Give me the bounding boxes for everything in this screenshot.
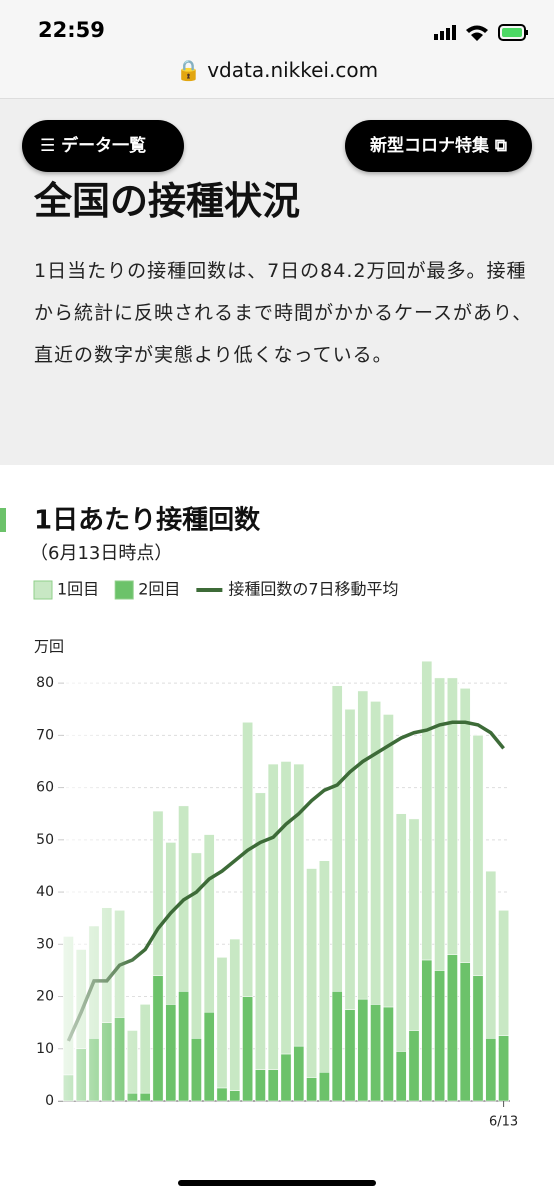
- bar: [344, 1009, 356, 1102]
- bar: [306, 868, 317, 1078]
- bar: [357, 998, 369, 1102]
- legend-label: 接種回数の7日移動平均: [228, 580, 398, 599]
- url-text: vdata.nikkei.com: [207, 58, 379, 82]
- bar: [203, 834, 215, 1013]
- article-title: 全国の接種状況: [34, 179, 301, 223]
- bar: [357, 690, 369, 1000]
- bar: [331, 685, 343, 992]
- bar: [152, 975, 164, 1102]
- bar: [421, 959, 433, 1102]
- status-icons: [434, 24, 528, 41]
- bar: [459, 688, 471, 963]
- bar: [498, 910, 509, 1036]
- y-tick-label: 50: [36, 832, 54, 848]
- bar: [408, 818, 420, 1031]
- y-tick-label: 30: [36, 936, 54, 952]
- legend-label: 1回目: [57, 580, 99, 599]
- bar: [421, 660, 433, 961]
- bar: [191, 1038, 202, 1102]
- legend-swatch: [114, 580, 134, 600]
- fade-overlay: [54, 657, 144, 1101]
- article-body: 1日当たりの接種回数は、7日の84.2万回が最多。接種から統計に反映されるまで時…: [34, 260, 533, 366]
- bar: [280, 761, 292, 1055]
- bar: [434, 970, 445, 1102]
- bar: [255, 792, 266, 1070]
- bar: [229, 1090, 241, 1102]
- bar: [319, 1072, 330, 1102]
- y-tick-label: 20: [36, 989, 54, 1005]
- bar: [344, 708, 356, 1010]
- bar: [370, 701, 381, 1005]
- bar: [191, 852, 202, 1039]
- y-tick-label: 40: [36, 884, 54, 900]
- feature-label: 新型コロナ特集: [369, 136, 489, 156]
- bar: [242, 722, 253, 997]
- bar: [216, 957, 228, 1089]
- bar: [447, 954, 458, 1102]
- bar: [216, 1087, 228, 1102]
- bar: [485, 870, 497, 1039]
- y-tick-label: 0: [45, 1093, 54, 1109]
- y-tick-label: 80: [36, 675, 54, 691]
- bar: [229, 938, 241, 1091]
- bar: [203, 1011, 215, 1102]
- bar: [280, 1053, 292, 1102]
- legend-label: 2回目: [138, 580, 180, 599]
- bar: [383, 1006, 394, 1102]
- bar: [165, 842, 177, 1005]
- bar: [459, 962, 471, 1102]
- menu-button[interactable]: ☰ データ一覧: [22, 120, 184, 172]
- bar: [306, 1077, 317, 1102]
- y-axis-label: 万回: [34, 638, 64, 656]
- browser-bar: [0, 0, 554, 99]
- home-indicator: [178, 1180, 376, 1186]
- bar: [395, 1051, 407, 1102]
- y-tick-label: 10: [36, 1041, 54, 1057]
- bar: [472, 735, 484, 976]
- feature-button[interactable]: 新型コロナ特集 ⧉: [345, 120, 532, 172]
- url[interactable]: 🔒 vdata.nikkei.com: [175, 58, 379, 82]
- bar: [293, 1045, 305, 1102]
- bar: [447, 677, 458, 955]
- y-tick-label: 60: [36, 780, 54, 796]
- bar: [178, 991, 189, 1102]
- legend-swatch: [33, 580, 53, 600]
- bar: [255, 1069, 266, 1102]
- bar: [267, 1069, 279, 1102]
- bar: [485, 1038, 497, 1102]
- bar: [370, 1004, 381, 1102]
- bar: [472, 975, 484, 1102]
- bar: [152, 810, 164, 976]
- bar: [267, 763, 279, 1070]
- clock: 22:59: [38, 18, 105, 42]
- bar: [293, 763, 305, 1047]
- chart-title: 1日あたり接種回数: [34, 506, 261, 536]
- bar: [242, 996, 253, 1102]
- bar: [383, 714, 394, 1008]
- bar: [434, 677, 445, 971]
- bar: [395, 813, 407, 1052]
- bar: [165, 1004, 177, 1102]
- menu-label: データ一覧: [61, 136, 147, 156]
- section-marker: [0, 508, 6, 532]
- bar: [408, 1030, 420, 1102]
- chart-subtitle: （6月13日時点）: [30, 543, 172, 564]
- x-tick-label: 6/13: [489, 1115, 518, 1130]
- y-tick-label: 70: [36, 727, 54, 743]
- bar: [331, 991, 343, 1102]
- bar: [498, 1035, 509, 1102]
- bar: [319, 860, 330, 1073]
- chart: 1日あたり接種回数 （6月13日時点） 万回 1回目 2回目 接種回数の7日移動平均 0 10…: [0, 506, 518, 1130]
